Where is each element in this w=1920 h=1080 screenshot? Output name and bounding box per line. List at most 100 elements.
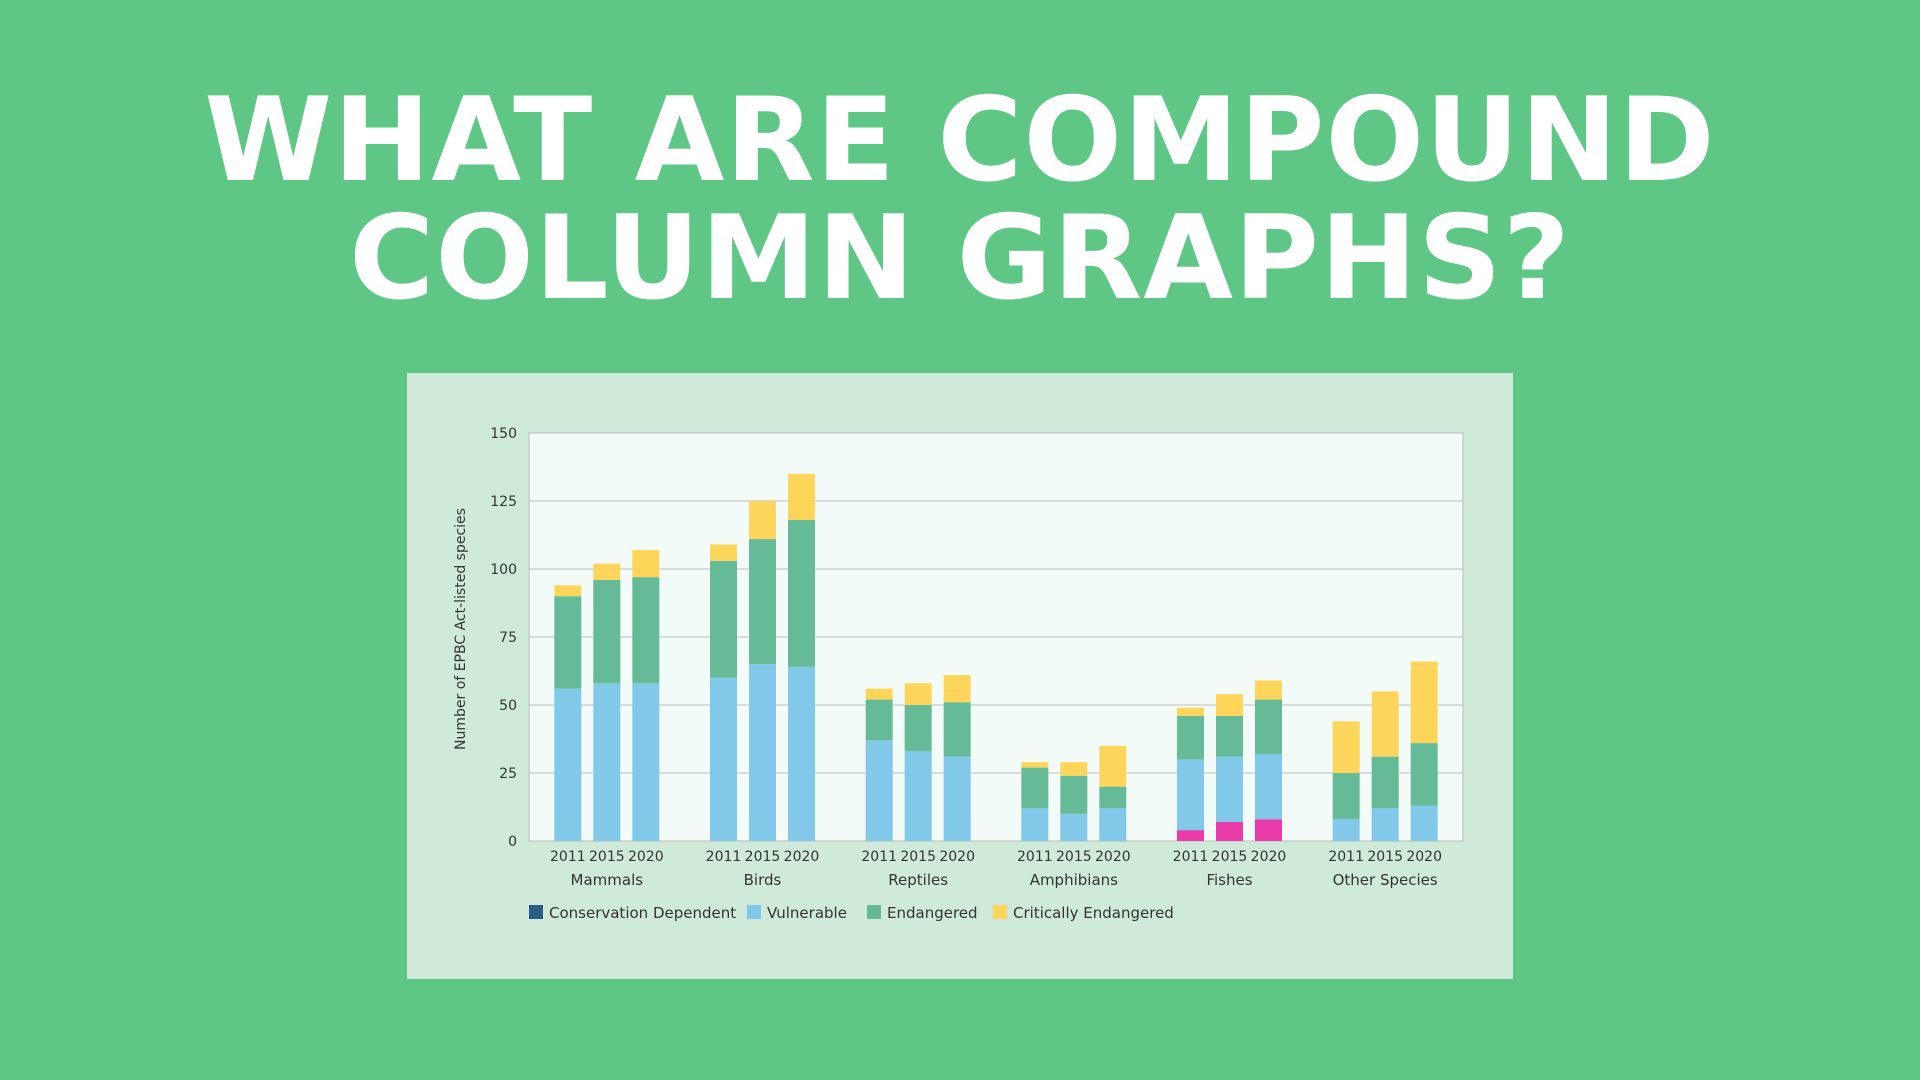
bar-segment-critically-endangered bbox=[710, 544, 737, 561]
bar-segment-endangered bbox=[904, 705, 932, 752]
x-tick-label-year: 2020 bbox=[784, 849, 820, 865]
legend-label-conservation-dependent: Conservation Dependent bbox=[549, 904, 736, 922]
title-line-1: WHAT ARE COMPOUND bbox=[204, 73, 1716, 208]
bar-segment-critically-endangered bbox=[1099, 745, 1127, 787]
bar-segment-vulnerable bbox=[865, 740, 893, 841]
x-tick-label-year: 2020 bbox=[1406, 849, 1442, 865]
bar-segment-critically-endangered bbox=[1255, 680, 1282, 700]
bar-segment-vulnerable bbox=[1099, 808, 1127, 841]
bar-segment-critically-endangered bbox=[943, 675, 971, 703]
x-tick-label-year: 2011 bbox=[706, 849, 742, 865]
stacked-column-chart: 0 25 50 75 100 125 150 Number of EPBC Act-liste… bbox=[453, 426, 1464, 922]
x-tick-label-year: 2015 bbox=[745, 849, 781, 865]
y-axis-label: Number of EPBC Act-listed species bbox=[453, 508, 469, 750]
axes: 0 25 50 75 100 125 150 Number of EPBC Act-liste… bbox=[453, 426, 1442, 889]
y-tick-label: 50 bbox=[499, 698, 517, 714]
bar-segment-vulnerable bbox=[1177, 759, 1204, 831]
bar-segment-endangered bbox=[554, 596, 582, 689]
bar-segment-endangered bbox=[593, 579, 621, 684]
y-tick-label: 25 bbox=[499, 766, 517, 782]
bar-segment-endangered bbox=[1177, 715, 1204, 760]
y-tick-label: 100 bbox=[490, 562, 517, 578]
x-group-label: Birds bbox=[744, 871, 782, 889]
x-tick-label-year: 2011 bbox=[1173, 849, 1209, 865]
bar-segment-endangered bbox=[710, 560, 737, 678]
bar-segment-critically-endangered bbox=[1177, 707, 1204, 716]
bar-segment-critically-endangered bbox=[788, 473, 815, 521]
x-tick-label-year: 2020 bbox=[1251, 849, 1287, 865]
bar-segment-critically-endangered bbox=[1021, 762, 1049, 768]
y-tick-label: 125 bbox=[490, 494, 517, 510]
bar-segment-endangered bbox=[1216, 715, 1243, 757]
x-tick-label-year: 2011 bbox=[861, 849, 897, 865]
x-group-label: Other Species bbox=[1333, 871, 1438, 889]
bar-segment-conservation-dependent bbox=[1255, 819, 1282, 841]
y-tick-label: 150 bbox=[490, 426, 517, 442]
bar-segment-vulnerable bbox=[1060, 813, 1088, 841]
bar-segment-vulnerable bbox=[593, 683, 621, 841]
bar-segment-vulnerable bbox=[788, 666, 815, 841]
bar-segment-endangered bbox=[943, 702, 971, 757]
bar-segment-vulnerable bbox=[1255, 753, 1282, 820]
bar-segment-conservation-dependent bbox=[1216, 821, 1243, 841]
page-title: WHAT ARE COMPOUND COLUMN GRAPHS? bbox=[0, 82, 1920, 318]
x-tick-label-year: 2015 bbox=[589, 849, 625, 865]
bar-segment-critically-endangered bbox=[749, 501, 776, 540]
bar-segment-critically-endangered bbox=[1410, 661, 1438, 744]
bar-segment-endangered bbox=[865, 699, 893, 741]
bar-segment-endangered bbox=[1021, 767, 1049, 809]
x-tick-label-year: 2020 bbox=[628, 849, 664, 865]
bar-segment-critically-endangered bbox=[632, 549, 660, 578]
bar-segment-critically-endangered bbox=[865, 688, 893, 700]
x-group-label: Amphibians bbox=[1030, 871, 1118, 889]
x-tick-label-year: 2011 bbox=[1017, 849, 1053, 865]
legend-swatch-endangered bbox=[867, 905, 881, 919]
x-tick-label-year: 2020 bbox=[939, 849, 975, 865]
bar-segment-vulnerable bbox=[1332, 819, 1360, 841]
legend-label-critically-endangered: Critically Endangered bbox=[1013, 904, 1174, 922]
title-line-2: COLUMN GRAPHS? bbox=[349, 191, 1571, 326]
bar-segment-critically-endangered bbox=[1060, 762, 1088, 776]
x-tick-label-year: 2015 bbox=[1056, 849, 1092, 865]
y-tick-label: 0 bbox=[508, 834, 517, 850]
bar-segment-vulnerable bbox=[710, 677, 737, 841]
x-group-label: Reptiles bbox=[888, 871, 948, 889]
legend-swatch-critically-endangered bbox=[993, 905, 1007, 919]
bar-segment-critically-endangered bbox=[1216, 694, 1243, 716]
legend-label-vulnerable: Vulnerable bbox=[767, 904, 847, 922]
bar-segment-vulnerable bbox=[554, 688, 582, 841]
chart-panel: 0 25 50 75 100 125 150 Number of EPBC Act-liste… bbox=[407, 373, 1513, 979]
bars bbox=[554, 473, 1438, 841]
bar-segment-endangered bbox=[1332, 773, 1360, 820]
bar-segment-critically-endangered bbox=[554, 585, 582, 597]
x-tick-label-year: 2011 bbox=[550, 849, 586, 865]
bar-segment-vulnerable bbox=[1371, 808, 1399, 841]
x-tick-label-year: 2020 bbox=[1095, 849, 1131, 865]
bar-segment-endangered bbox=[1410, 743, 1438, 806]
legend: Conservation Dependent Vulnerable Endanger… bbox=[529, 904, 1174, 922]
gridlines bbox=[529, 500, 1463, 774]
bar-segment-vulnerable bbox=[1410, 805, 1438, 841]
x-tick-label-year: 2015 bbox=[1212, 849, 1248, 865]
bar-segment-vulnerable bbox=[904, 751, 932, 841]
bar-segment-vulnerable bbox=[632, 683, 660, 841]
bar-segment-vulnerable bbox=[943, 756, 971, 841]
bar-segment-critically-endangered bbox=[593, 563, 621, 580]
bar-segment-critically-endangered bbox=[1371, 691, 1399, 757]
bar-segment-conservation-dependent bbox=[1177, 830, 1204, 841]
legend-swatch-conservation-dependent bbox=[529, 905, 543, 919]
y-tick-label: 75 bbox=[499, 630, 517, 646]
bar-segment-endangered bbox=[788, 520, 815, 667]
bar-segment-endangered bbox=[632, 577, 660, 684]
legend-label-endangered: Endangered bbox=[887, 904, 978, 922]
bar-segment-critically-endangered bbox=[1332, 721, 1360, 773]
bar-segment-vulnerable bbox=[1021, 808, 1049, 841]
bar-segment-endangered bbox=[1255, 699, 1282, 754]
bar-segment-vulnerable bbox=[1216, 756, 1243, 822]
x-tick-label-year: 2011 bbox=[1328, 849, 1364, 865]
x-group-label: Fishes bbox=[1206, 871, 1252, 889]
bar-segment-endangered bbox=[1060, 775, 1088, 814]
bar-segment-endangered bbox=[1371, 756, 1399, 809]
x-tick-label-year: 2015 bbox=[1367, 849, 1403, 865]
bar-segment-endangered bbox=[1099, 786, 1127, 809]
